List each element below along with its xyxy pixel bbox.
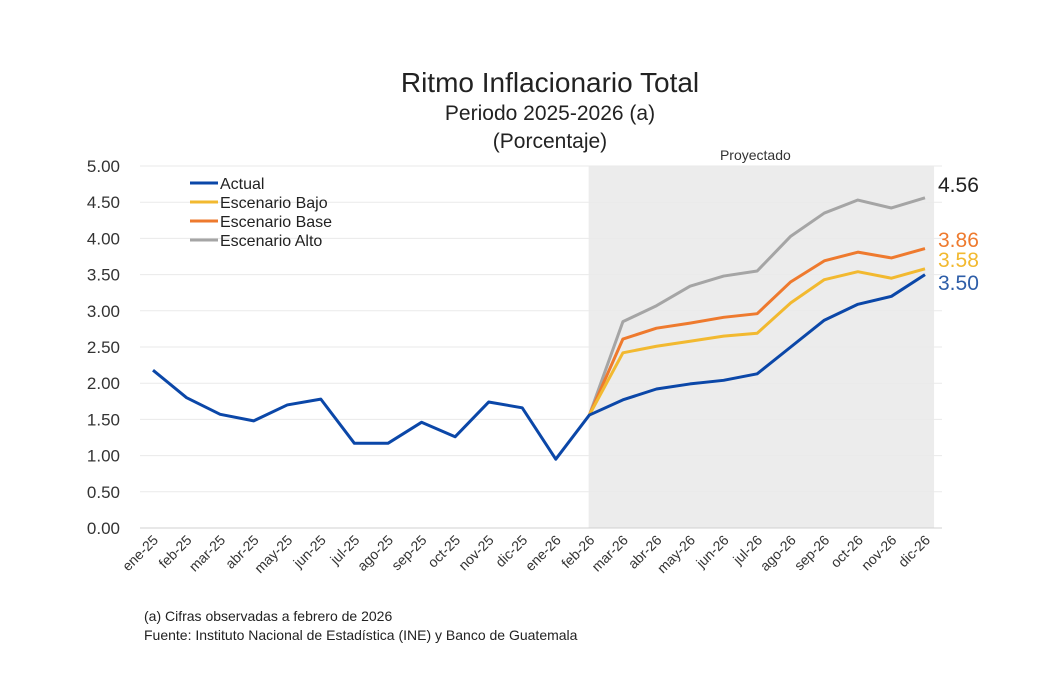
y-tick-label: 4.00 [87, 229, 120, 248]
x-tick-label: ene-26 [522, 532, 564, 574]
end-value-label: 4.56 [938, 174, 979, 197]
legend-label: Escenario Alto [220, 233, 322, 250]
x-tick-label: ago-25 [354, 532, 396, 574]
x-tick-label: jun-25 [289, 532, 329, 572]
y-tick-label: 1.50 [87, 410, 120, 429]
chart-unit-label: (Porcentaje) [493, 130, 607, 153]
end-value-label: 3.58 [938, 249, 979, 272]
y-tick-label: 3.00 [87, 302, 120, 321]
y-tick-label: 4.50 [87, 193, 120, 212]
y-tick-label: 3.50 [87, 266, 120, 285]
x-tick-label: nov-26 [858, 532, 900, 574]
end-value-label: 3.50 [938, 272, 979, 295]
series-line-actual [152, 273, 926, 461]
footnote: (a) Cifras observadas a febrero de 2026 [144, 608, 393, 624]
legend-label: Escenario Base [220, 214, 332, 231]
x-tick-label: jun-26 [692, 532, 732, 572]
x-tick-label: mar-26 [588, 532, 631, 575]
source-note: Fuente: Instituto Nacional de Estadístic… [144, 627, 578, 643]
y-tick-label: 1.00 [87, 447, 120, 466]
series-line-escenario-bajo [588, 267, 926, 416]
legend-label: Escenario Bajo [220, 195, 328, 212]
series-line-escenario-base [587, 247, 926, 416]
projected-region-label: Proyectado [720, 147, 791, 163]
series-line-escenario-alto [587, 196, 926, 416]
chart-title: Ritmo Inflacionario Total [401, 67, 699, 98]
x-tick-label: sep-26 [791, 532, 833, 574]
x-tick-label: may-25 [251, 532, 295, 576]
legend-label: Actual [220, 176, 264, 193]
x-tick-label: sep-25 [388, 532, 430, 574]
y-tick-label: 0.00 [87, 519, 120, 538]
y-tick-label: 2.50 [87, 338, 120, 357]
chart-subtitle: Periodo 2025-2026 (a) [445, 102, 655, 125]
y-tick-label: 2.00 [87, 374, 120, 393]
x-tick-label: ago-26 [757, 532, 799, 574]
y-tick-label: 5.00 [87, 157, 120, 176]
end-value-label: 3.86 [938, 229, 979, 252]
x-tick-label: ene-25 [119, 532, 161, 574]
x-tick-label: mar-25 [186, 532, 229, 575]
x-tick-label: may-26 [654, 532, 698, 576]
x-tick-label: dic-26 [895, 532, 933, 570]
x-tick-label: nov-25 [455, 532, 497, 574]
y-tick-label: 0.50 [87, 483, 120, 502]
